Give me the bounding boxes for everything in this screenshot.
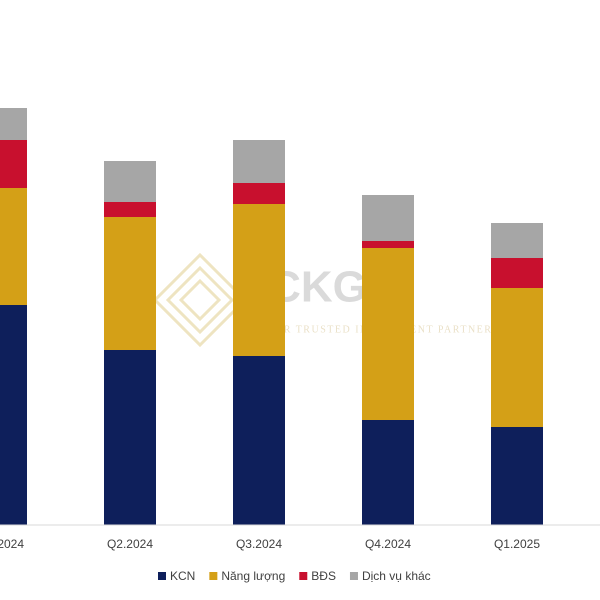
bar-segment	[491, 258, 543, 288]
watermark: CKG YOUR TRUSTED INVESTMENT PARTNER	[152, 252, 491, 348]
bar-segment	[491, 288, 543, 427]
bar-segment	[104, 217, 156, 350]
bar-segment	[233, 183, 285, 204]
bar-segment	[104, 350, 156, 525]
bar-segment	[0, 188, 27, 305]
bar-segment	[362, 241, 414, 248]
x-tick-label: Q3.2024	[236, 537, 282, 551]
legend-label: Năng lượng	[221, 569, 285, 583]
legend-swatch	[158, 572, 166, 580]
legend-swatch	[299, 572, 308, 580]
bar-segment	[233, 140, 285, 183]
bar-segment	[491, 427, 543, 525]
bar-segment	[233, 356, 285, 525]
watermark-text: CKG	[269, 263, 367, 312]
bar-segment	[362, 195, 414, 241]
bar-segment	[362, 420, 414, 525]
legend-swatch	[349, 572, 358, 580]
legend-swatch	[209, 572, 218, 580]
bar-segment	[0, 140, 27, 188]
bar-segment	[0, 108, 27, 140]
bar-segment	[104, 202, 156, 217]
bar-segment	[491, 223, 543, 258]
watermark-logo	[152, 252, 248, 348]
x-tick-label: Q2.2024	[107, 537, 153, 551]
legend-label: Dịch vụ khác	[362, 569, 431, 583]
bar-segment	[104, 161, 156, 202]
x-tick-label: Q1.2025	[494, 537, 540, 551]
bar-segment	[362, 248, 414, 420]
x-tick-label: Q1.2024	[0, 537, 24, 551]
x-tick-label: Q4.2024	[365, 537, 411, 551]
bar-segment	[233, 204, 285, 356]
legend-label: KCN	[170, 569, 195, 583]
bar-segment	[0, 305, 27, 525]
legend-label: BĐS	[311, 569, 336, 583]
